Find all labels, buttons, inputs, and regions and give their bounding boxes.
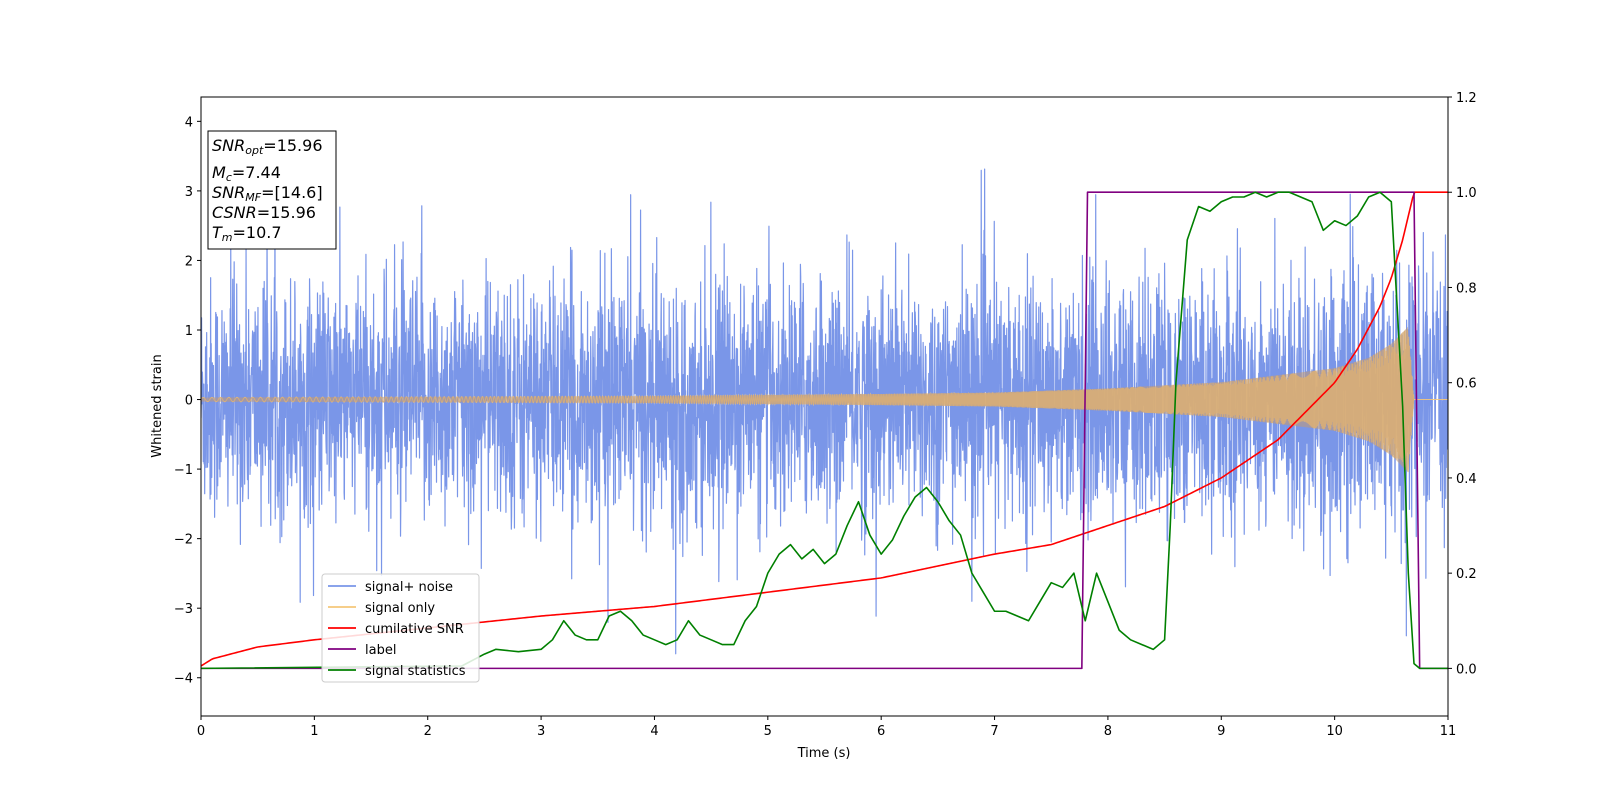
x-tick-label: 5: [764, 724, 772, 739]
y-axis-label-left: Whitened strain: [150, 354, 165, 457]
x-tick-label: 10: [1326, 724, 1343, 739]
y-right-tick-label: 1.0: [1456, 186, 1477, 201]
x-tick-label: 0: [197, 724, 205, 739]
annotation-csnr: CSNR=15.96: [212, 203, 316, 222]
x-tick-label: 1: [310, 724, 318, 739]
annotation-snr-opt: SNRopt=15.96: [212, 136, 323, 157]
y-axis-right: 0.0 0.2 0.4 0.6 0.8 1.0 1.2: [1448, 91, 1477, 677]
series-signal-statistics: [201, 191, 1448, 670]
series-signal-only-envelope: [201, 326, 1414, 473]
x-tick-label: 2: [424, 724, 432, 739]
annotation-box: SNRopt=15.96 Mc=7.44 SNRMF=[14.6] CSNR=1…: [207, 130, 337, 250]
legend-frame: [321, 573, 480, 683]
legend-signal-only: signal only: [365, 601, 435, 616]
annotation-snr-mf: SNRMF=[14.6]: [212, 183, 323, 204]
legend-signal-noise: signal+ noise: [365, 580, 453, 595]
y-left-tick-label: 0: [185, 394, 193, 409]
x-axis-label: Time (s): [797, 746, 851, 761]
y-left-tick-label: 4: [185, 115, 193, 130]
x-tick-label: 4: [650, 724, 658, 739]
series-signal-noise: [201, 168, 1448, 655]
y-left-tick-label: 2: [185, 254, 193, 269]
legend-signal-statistics: signal statistics: [365, 664, 466, 679]
annotation-mc: Mc=7.44: [212, 163, 281, 184]
x-axis: 0 1 2 3 4 5 6 7 8 9 10 11: [197, 716, 1456, 739]
legend-label: label: [365, 643, 396, 658]
legend-cumulative-snr: cumilative SNR: [365, 622, 464, 637]
x-tick-label: 7: [990, 724, 998, 739]
y-right-tick-label: 0.8: [1456, 281, 1477, 296]
y-left-tick-label: −4: [174, 672, 193, 687]
x-tick-label: 8: [1104, 724, 1112, 739]
y-left-tick-label: 3: [185, 185, 193, 200]
annotation-tm: Tm=10.7: [212, 223, 282, 244]
y-right-tick-label: 0.2: [1456, 567, 1477, 582]
y-right-tick-label: 0.6: [1456, 377, 1477, 392]
y-axis-left: −4 −3 −2 −1 0 1 2 3 4: [174, 115, 201, 687]
x-tick-label: 11: [1440, 724, 1457, 739]
y-left-tick-label: −3: [174, 602, 193, 617]
y-right-tick-label: 0.0: [1456, 662, 1477, 677]
y-right-tick-label: 1.2: [1456, 91, 1477, 106]
y-left-tick-label: −2: [174, 533, 193, 548]
x-tick-label: 9: [1217, 724, 1225, 739]
plot-frame: [200, 96, 1449, 717]
x-tick-label: 3: [537, 724, 545, 739]
y-left-tick-label: 1: [185, 324, 193, 339]
y-right-tick-label: 0.4: [1456, 472, 1477, 487]
x-tick-label: 6: [877, 724, 885, 739]
y-left-tick-label: −1: [174, 463, 193, 478]
legend: signal+ noise signal only cumilative SNR la…: [321, 573, 480, 683]
